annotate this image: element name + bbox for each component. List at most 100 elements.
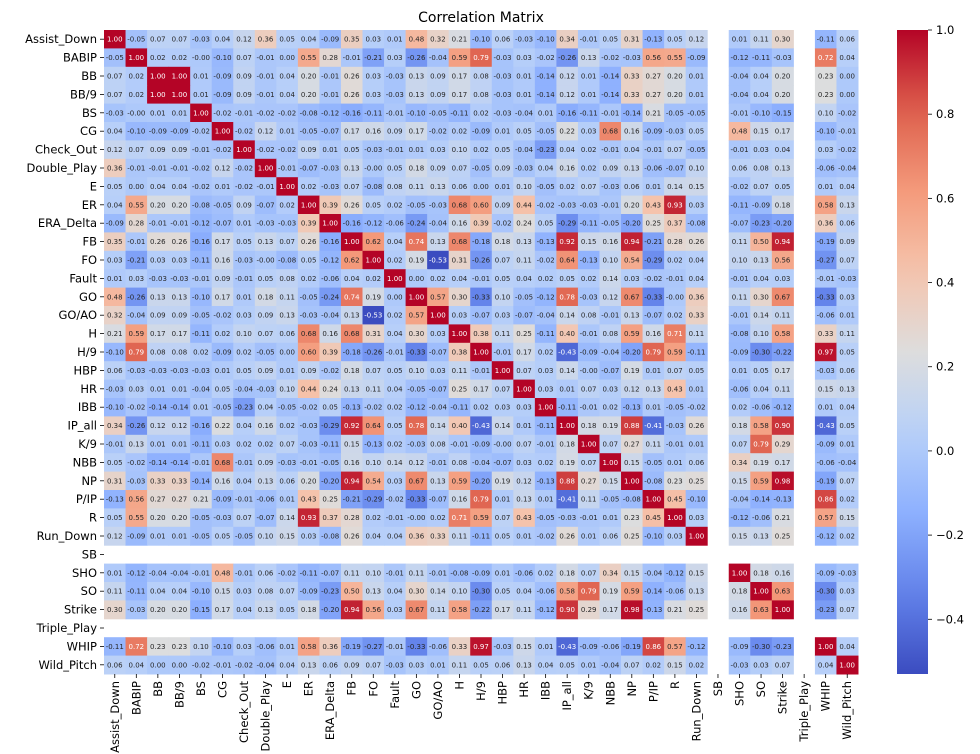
cell-value-label: -0.05 xyxy=(235,533,253,541)
cell-value-label: 0.60 xyxy=(301,349,317,357)
heatmap-cell xyxy=(577,600,600,620)
heatmap-cell xyxy=(685,655,708,675)
cell-value-label: 0.79 xyxy=(646,349,662,357)
cell-value-label: 0.03 xyxy=(409,661,425,669)
heatmap-cell xyxy=(556,600,579,620)
heatmap-cell xyxy=(319,655,342,675)
heatmap-cell xyxy=(534,48,557,68)
heatmap-cell xyxy=(211,103,234,123)
heatmap-cell xyxy=(556,655,579,675)
heatmap-cell xyxy=(233,582,256,601)
heatmap-cell xyxy=(621,158,644,178)
cell-value-label: 1.00 xyxy=(279,183,295,191)
cell-value-label: 0.25 xyxy=(322,496,338,504)
heatmap-cell xyxy=(211,508,234,528)
heatmap-cell xyxy=(340,85,364,105)
heatmap-cell xyxy=(297,453,320,473)
heatmap-cell xyxy=(125,324,148,344)
cell-value-label: 0.01 xyxy=(279,643,295,651)
heatmap-cell xyxy=(276,214,299,233)
cell-value-label: 0.58 xyxy=(559,588,575,596)
cell-value-label: 0.10 xyxy=(818,109,834,117)
heatmap-cell xyxy=(125,361,148,381)
y-tick-label: Run_Down xyxy=(37,529,97,543)
cell-value-label: 0.32 xyxy=(430,36,446,44)
cell-value-label: 0.06 xyxy=(322,661,338,669)
cell-value-label: 0.05 xyxy=(689,128,705,136)
cell-value-label: 0.35 xyxy=(344,36,360,44)
cell-value-label: 0.13 xyxy=(365,588,381,596)
cell-value-label: -0.11 xyxy=(450,404,468,412)
heatmap-cell xyxy=(125,508,148,528)
heatmap-cell xyxy=(513,637,536,657)
heatmap-cell xyxy=(340,140,364,160)
y-tick-label: IP_all xyxy=(67,419,97,433)
cell-value-label: -0.01 xyxy=(601,146,619,154)
cell-value-label: 0.03 xyxy=(667,533,683,541)
cell-value-label: 0.90 xyxy=(559,606,575,614)
heatmap-cell xyxy=(599,655,622,675)
cell-value-label: 0.37 xyxy=(667,220,683,228)
heatmap-cell xyxy=(491,85,514,105)
heatmap-cell xyxy=(599,287,622,307)
heatmap-cell xyxy=(836,195,859,215)
cell-value-label: 0.50 xyxy=(753,238,769,246)
heatmap-cell xyxy=(104,416,127,436)
cell-value-label: -0.01 xyxy=(106,441,124,449)
heatmap-cell xyxy=(362,122,385,141)
cell-value-label: 0.04 xyxy=(279,91,295,99)
heatmap-cell xyxy=(642,195,665,215)
cell-value-label: -0.03 xyxy=(278,459,296,467)
cell-value-label: 0.02 xyxy=(236,441,252,449)
heatmap-cell xyxy=(513,471,536,491)
cell-value-label: -0.00 xyxy=(192,54,210,62)
cell-value-label: 0.13 xyxy=(129,441,145,449)
cell-value-label: -0.10 xyxy=(192,588,210,596)
heatmap-cell xyxy=(728,416,751,436)
cell-value-label: 0.34 xyxy=(559,36,575,44)
heatmap-cell xyxy=(427,85,450,105)
heatmap-cell xyxy=(319,195,342,215)
cell-value-label: 0.04 xyxy=(516,275,532,283)
heatmap-cell xyxy=(728,324,751,344)
cell-value-label: 0.21 xyxy=(775,514,791,522)
heatmap-cell xyxy=(125,287,148,307)
cell-value-label: 0.30 xyxy=(107,606,123,614)
heatmap-cell xyxy=(814,287,837,307)
heatmap-cell xyxy=(771,232,794,252)
heatmap-cell xyxy=(104,508,127,528)
heatmap-cell xyxy=(147,508,170,528)
heatmap-cell xyxy=(362,250,385,270)
heatmap-cell xyxy=(125,177,148,197)
heatmap-cell xyxy=(254,269,277,289)
cell-value-label: -0.04 xyxy=(127,312,146,320)
cell-value-label: 0.10 xyxy=(258,533,274,541)
cell-value-label: -0.11 xyxy=(106,643,124,651)
heatmap-cell xyxy=(534,637,557,657)
heatmap-cell xyxy=(836,48,859,68)
cell-value-label: -0.09 xyxy=(213,91,231,99)
heatmap-cell xyxy=(190,140,213,160)
cell-value-label: 0.15 xyxy=(516,643,532,651)
heatmap-cell xyxy=(211,582,234,601)
cell-value-label: -0.14 xyxy=(623,109,642,117)
cell-value-label: -0.01 xyxy=(580,330,598,338)
cell-value-label: 0.01 xyxy=(818,183,834,191)
cell-value-label: 0.26 xyxy=(559,533,575,541)
heatmap-cell xyxy=(470,103,493,123)
cell-value-label: 0.26 xyxy=(172,238,188,246)
cell-value-label: 0.37 xyxy=(322,514,338,522)
x-tick-label: R xyxy=(668,681,682,689)
heatmap-cell xyxy=(577,508,600,528)
heatmap-cell xyxy=(233,361,256,381)
cell-value-label: 0.05 xyxy=(107,183,123,191)
heatmap-cell xyxy=(621,177,644,197)
heatmap-cell xyxy=(340,324,364,344)
x-tick-label: Double_Play xyxy=(259,681,273,752)
heatmap-cell xyxy=(836,324,859,344)
heatmap-cell xyxy=(254,250,277,270)
heatmap-cell xyxy=(427,600,450,620)
heatmap-cell xyxy=(642,250,665,270)
cell-value-label: 0.01 xyxy=(667,459,683,467)
cell-value-label: 0.02 xyxy=(689,661,705,669)
